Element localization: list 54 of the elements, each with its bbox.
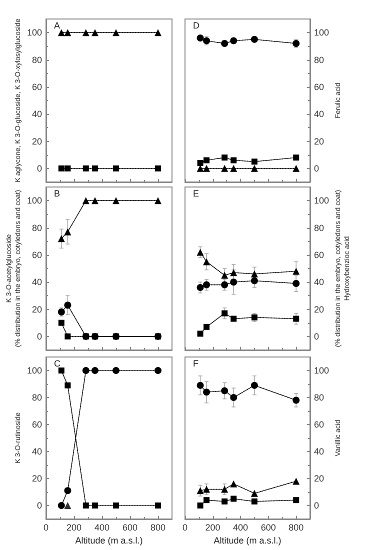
y2-tick-label: 100 (314, 28, 330, 38)
y2-tick-label: 80 (314, 392, 324, 402)
x-axis-title: Altitude (m a.s.l.) (214, 536, 282, 546)
y-tick-label: 40 (32, 446, 42, 456)
y-tick-label: 60 (32, 250, 42, 260)
y-tick-label: 100 (26, 366, 42, 376)
x-tick-label: 400 (94, 522, 110, 532)
x-tick-label: 800 (150, 522, 166, 532)
y2-tick-label: 0 (314, 331, 320, 342)
y-tick-label: 80 (32, 54, 42, 65)
x-tick-label: 200 (205, 522, 220, 532)
y2-tick-label: 60 (314, 250, 324, 260)
y-tick-label: 60 (32, 420, 42, 430)
y2-tick-label: 20 (314, 304, 324, 314)
y2-tick-label: 40 (314, 109, 324, 120)
y-tick-label: 0 (36, 163, 42, 174)
annotation: D (193, 20, 200, 30)
x-tick-label: 400 (233, 522, 248, 532)
y-tick-label: 40 (32, 109, 42, 120)
y2-tick-label: 0 (314, 163, 320, 174)
y2-tick-label: 0 (314, 500, 320, 510)
annotation: E (193, 188, 200, 198)
y2-tick-label: 40 (314, 446, 324, 456)
y2-tick-label: 40 (314, 277, 324, 288)
annotation: A (54, 20, 60, 30)
x-tick-label: 0 (43, 522, 49, 532)
y-tick-label: 20 (32, 136, 42, 146)
x-axis-title: Altitude (m a.s.l.) (75, 536, 143, 546)
y-tick-label: 0 (36, 500, 42, 510)
y-tick-label: 40 (32, 277, 42, 288)
y-tick-label: 80 (32, 222, 42, 233)
y2-tick-label: 80 (314, 222, 324, 233)
x-tick-label: 600 (260, 522, 276, 532)
y-tick-label: 100 (26, 28, 42, 38)
x-tick-label: 800 (288, 522, 304, 532)
y-tick-label: 20 (32, 474, 42, 484)
y2-tick-label: 60 (314, 420, 324, 430)
y-tick-label: 80 (32, 392, 42, 402)
y-tick-label: 60 (32, 82, 42, 92)
x-tick-label: 0 (182, 522, 188, 532)
y2-tick-label: 60 (314, 82, 324, 92)
y-tick-label: 100 (26, 196, 42, 206)
x-tick-label: 600 (122, 522, 138, 532)
x-tick-label: 200 (66, 522, 82, 532)
y2-tick-label: 80 (314, 54, 324, 65)
annotation: B (54, 188, 60, 198)
y2-tick-label: 100 (314, 196, 330, 206)
annotation: C (54, 358, 61, 368)
y2-tick-label: 20 (314, 136, 324, 146)
y2-tick-label: 100 (314, 366, 330, 376)
y2-tick-label: 20 (314, 474, 324, 484)
annotation: F (193, 358, 199, 368)
y-tick-label: 20 (32, 304, 42, 314)
y-tick-label: 0 (36, 331, 42, 342)
